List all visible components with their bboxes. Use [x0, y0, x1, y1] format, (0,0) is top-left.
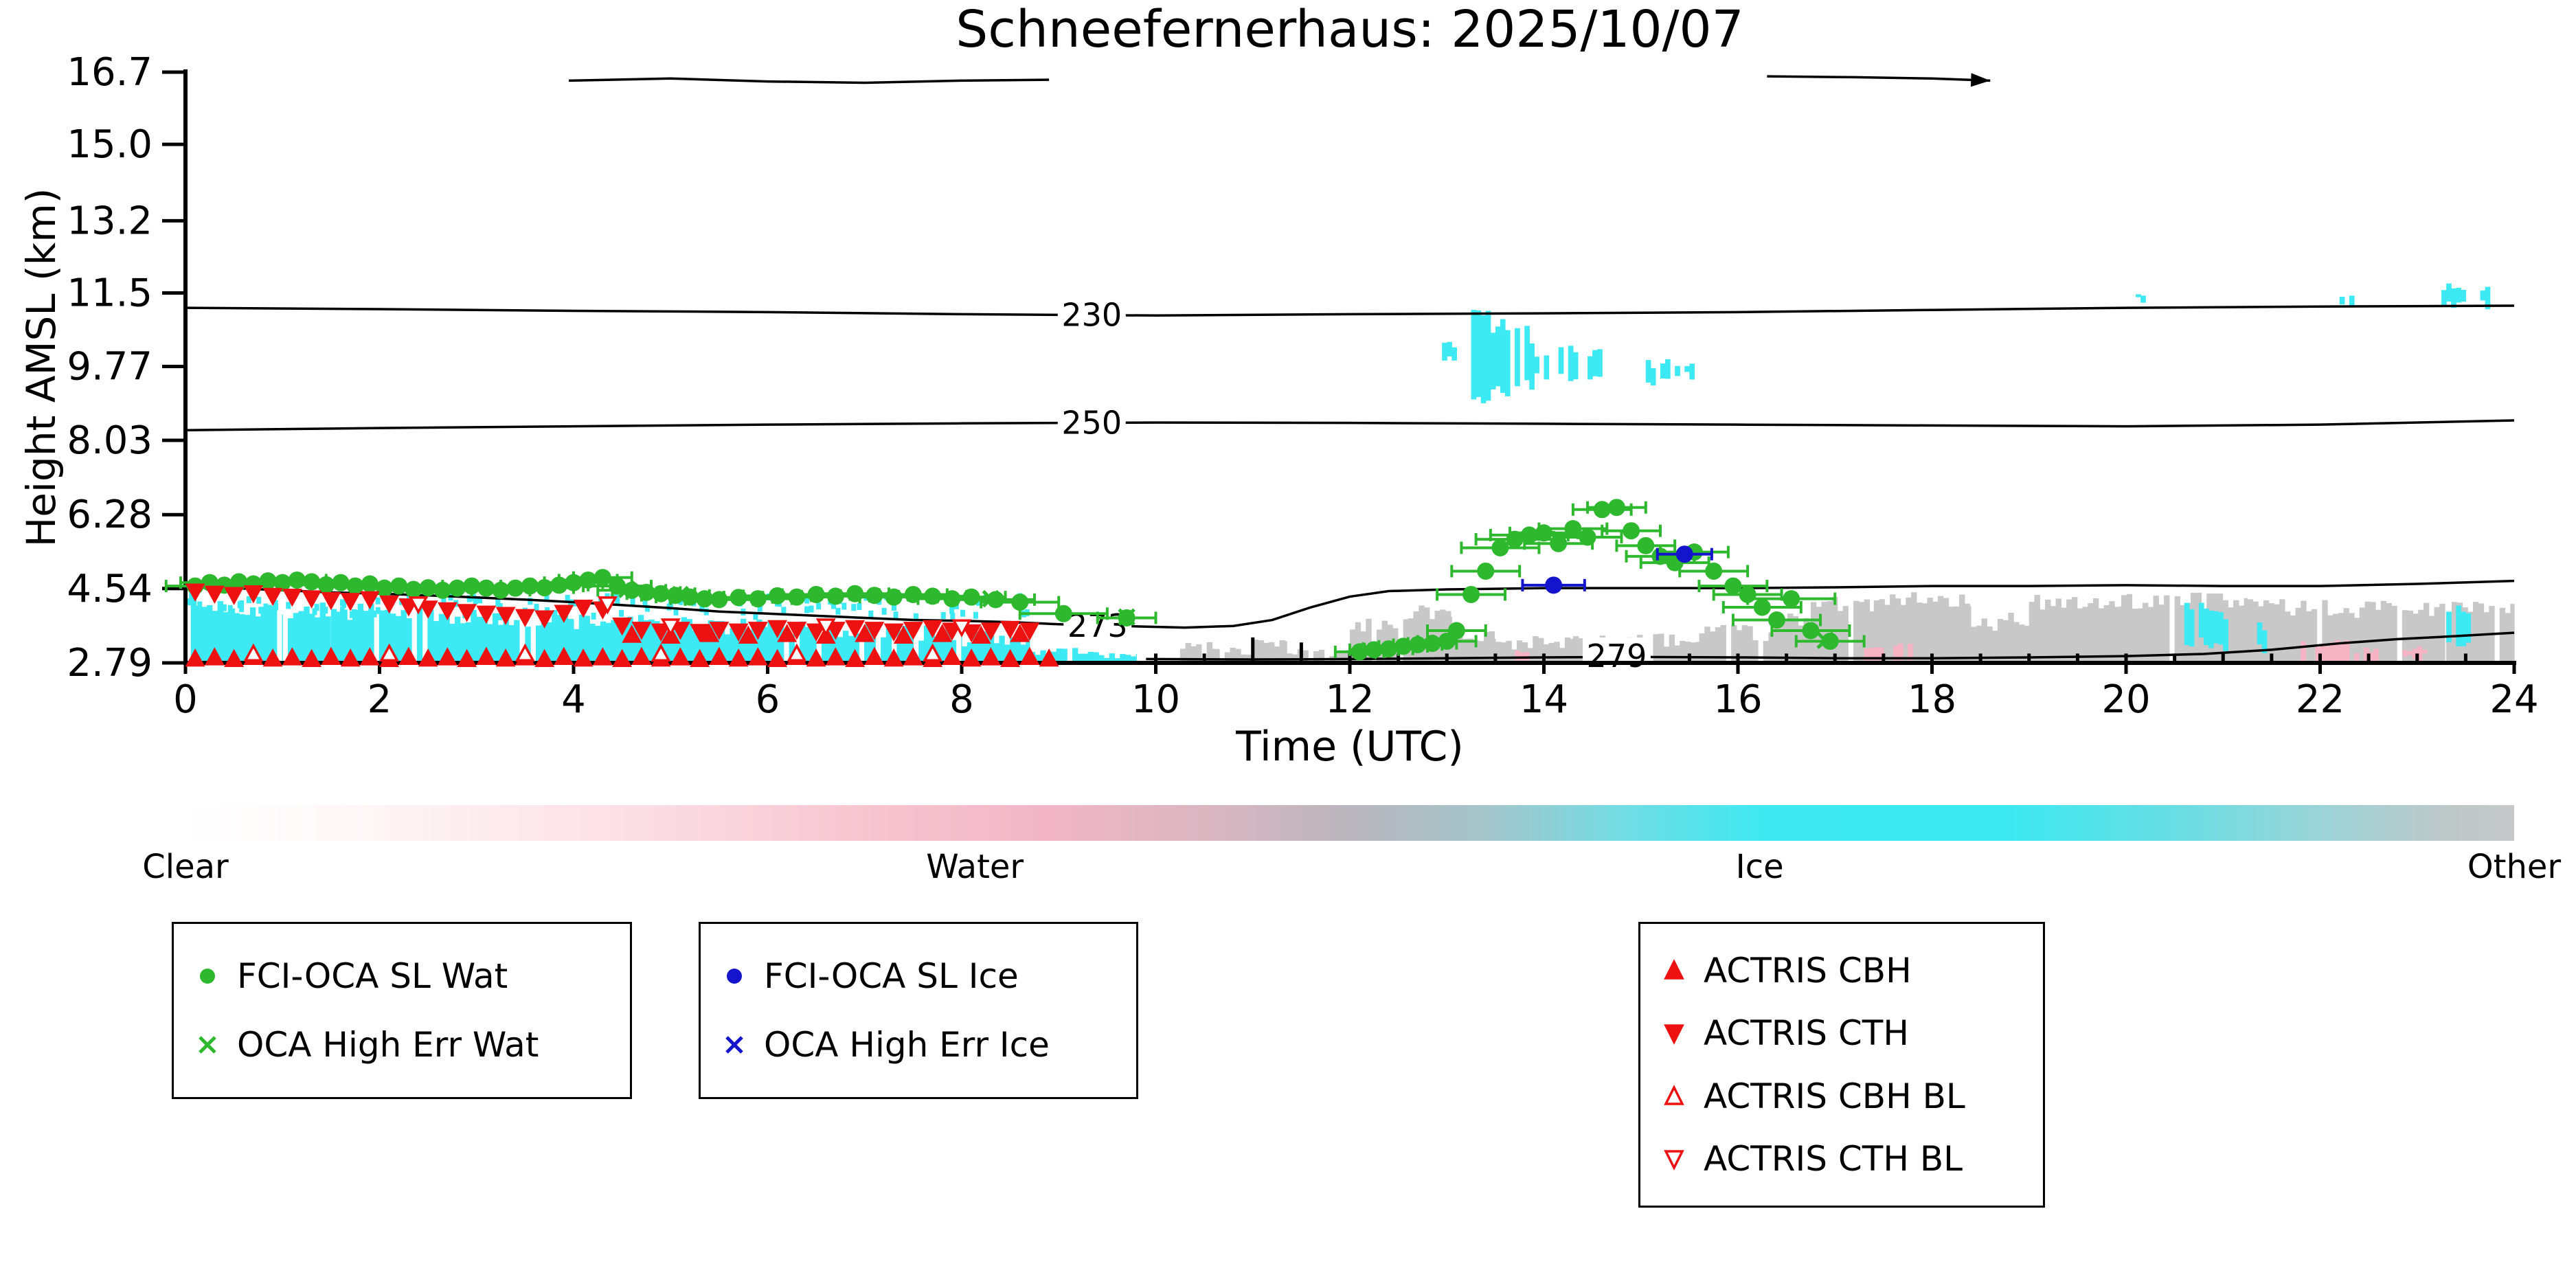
x-tick-label: 8 — [949, 677, 974, 722]
blue-circle-icon — [727, 969, 742, 984]
colorbar-labels: Clear Water Ice Other — [142, 848, 2561, 892]
y-tick-label: 15.0 — [67, 122, 152, 167]
y-tick-label: 9.77 — [67, 344, 152, 389]
contour-label-279: 279 — [1587, 637, 1647, 675]
legend-item-actris-cbh: ACTRIS CBH — [1658, 951, 2025, 991]
legend-label: FCI-OCA SL Wat — [237, 956, 508, 997]
legend-item-oca-high-err-wat: OCA High Err Wat — [192, 1025, 612, 1065]
colorbar-label-water: Water — [926, 848, 1024, 886]
x-tick-label: 16 — [1713, 677, 1762, 722]
blue-x-icon — [725, 1035, 743, 1054]
contour-279 — [1146, 631, 2515, 661]
contour-line — [568, 77, 1050, 84]
colorbar-label-ice: Ice — [1735, 848, 1784, 886]
y-tick-label: 2.79 — [67, 641, 152, 686]
x-axis-label: Time (UTC) — [1236, 723, 1464, 771]
legend-item-actris-cth-bl: ACTRIS CTH BL — [1658, 1139, 2025, 1179]
red-triangle-up-icon — [1664, 959, 1684, 980]
x-tick-label: 24 — [2489, 677, 2538, 722]
x-tick-label: 20 — [2101, 677, 2150, 722]
red-triangle-down-open-icon — [1664, 1150, 1684, 1171]
classification-ice-bottom-right — [2184, 602, 2472, 653]
legend-label: ACTRIS CBH BL — [1704, 1076, 1965, 1116]
green-x-icon — [199, 1035, 216, 1054]
green-circle-icon — [200, 969, 215, 984]
contour-arrowhead — [1970, 73, 1991, 87]
colorbar — [185, 805, 2514, 841]
legend-item-fci-oca-sl-wat: FCI-OCA SL Wat — [192, 956, 612, 996]
markers-sl_wat — [186, 499, 1839, 661]
legend-label: OCA High Err Ice — [764, 1024, 1050, 1065]
contour-label-250: 250 — [1061, 405, 1122, 442]
x-tick-label: 10 — [1131, 677, 1180, 722]
legend-item-oca-high-err-ice: OCA High Err Ice — [719, 1025, 1118, 1065]
y-tick-label: 6.28 — [67, 493, 152, 537]
classification-ice-right — [2136, 283, 2491, 310]
legend-item-actris-cbh-bl: ACTRIS CBH BL — [1658, 1076, 2025, 1116]
colorbar-label-other: Other — [2467, 848, 2562, 886]
x-tick-label: 4 — [561, 677, 586, 722]
x-tick-label: 14 — [1519, 677, 1568, 722]
classification-other-low — [1179, 592, 2515, 663]
contour-label-230: 230 — [1061, 297, 1122, 334]
contour-230 — [185, 304, 2515, 317]
red-triangle-up-open-icon — [1664, 1084, 1684, 1105]
y-tick-label: 16.7 — [67, 50, 152, 95]
x-tick-label: 22 — [2296, 677, 2345, 722]
y-tick-label: 13.2 — [67, 199, 152, 243]
markers-cth_bl — [408, 596, 972, 637]
legend-label: ACTRIS CBH — [1704, 951, 1912, 991]
legend-actris: ACTRIS CBH ACTRIS CTH ACTRIS CBH BL ACTR… — [1638, 922, 2045, 1208]
markers-cbh_bl — [243, 643, 943, 662]
markers-err_wat — [618, 580, 1834, 659]
legend-item-fci-oca-sl-ice: FCI-OCA SL Ice — [719, 956, 1118, 996]
x-tick-label: 18 — [1908, 677, 1956, 722]
x-tick-label: 12 — [1325, 677, 1374, 722]
y-tick-label: 8.03 — [67, 418, 152, 463]
x-tick-label: 6 — [756, 677, 780, 722]
contour-250 — [185, 419, 2515, 431]
x-tick-label: 0 — [173, 677, 198, 722]
contour-line — [1767, 75, 1991, 82]
markers-sl_ice — [1545, 545, 1693, 594]
red-triangle-down-icon — [1664, 1024, 1684, 1046]
legend-label: ACTRIS CTH BL — [1704, 1138, 1963, 1179]
y-tick-label: 11.5 — [67, 271, 152, 315]
classification-water-low — [1515, 640, 2428, 663]
legend-label: ACTRIS CTH — [1704, 1013, 1909, 1054]
classification-ice-mid — [1442, 310, 1695, 404]
legend-label: FCI-OCA SL Ice — [764, 956, 1019, 997]
legend-label: OCA High Err Wat — [237, 1024, 539, 1065]
legend-ice: FCI-OCA SL Ice OCA High Err Ice — [699, 922, 1138, 1099]
legend-item-actris-cth: ACTRIS CTH — [1658, 1013, 2025, 1053]
y-tick-label: 4.54 — [67, 567, 152, 611]
legend-water: FCI-OCA SL Wat OCA High Err Wat — [172, 922, 632, 1099]
chart-title: Schneefernerhaus: 2025/10/07 — [956, 0, 1744, 59]
x-tick-label: 2 — [368, 677, 392, 722]
colorbar-label-clear: Clear — [142, 848, 229, 886]
